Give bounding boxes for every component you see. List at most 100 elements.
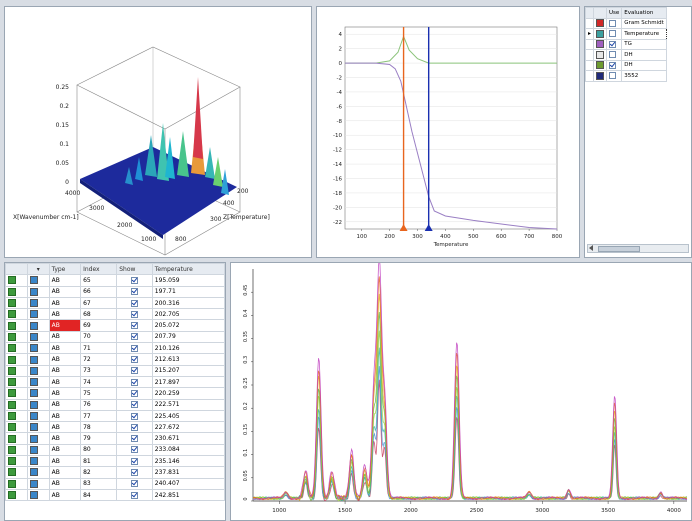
row-checkbox-cell[interactable] (5, 443, 28, 457)
row-show-cell[interactable] (116, 353, 153, 366)
row-show-cell[interactable] (116, 409, 153, 423)
scroll-thumb[interactable] (598, 246, 640, 252)
use-checkbox[interactable] (609, 40, 617, 48)
show-checkbox[interactable] (130, 367, 138, 375)
show-checkbox[interactable] (130, 480, 138, 488)
show-checkbox[interactable] (130, 344, 138, 352)
row-checkbox-cell[interactable] (5, 421, 28, 434)
legend-use-cell[interactable] (606, 70, 623, 82)
row-checkbox[interactable] (8, 378, 16, 387)
legend-row[interactable]: Gram Schmidt (585, 17, 667, 29)
header-index[interactable]: Index (80, 263, 118, 276)
table-row[interactable]: AB 78 227.672 (5, 421, 225, 434)
table-row[interactable]: AB 83 240.407 (5, 477, 225, 490)
table-row[interactable]: AB 71 210.126 (5, 342, 225, 355)
row-show-cell[interactable] (116, 466, 153, 479)
row-checkbox[interactable] (8, 412, 16, 420)
row-checkbox[interactable] (8, 276, 16, 285)
row-show-cell[interactable] (116, 375, 153, 389)
row-checkbox[interactable] (8, 299, 16, 308)
table-row[interactable]: AB 74 217.897 (5, 375, 225, 389)
use-checkbox[interactable] (609, 72, 617, 80)
row-checkbox[interactable] (8, 434, 16, 443)
row-checkbox[interactable] (8, 332, 16, 341)
table-row[interactable]: AB 79 230.671 (5, 432, 225, 445)
use-checkbox[interactable] (609, 19, 617, 27)
legend-use-cell[interactable] (606, 28, 623, 40)
legend-use-cell[interactable] (606, 38, 623, 50)
row-show-cell[interactable] (116, 330, 153, 344)
row-checkbox-cell[interactable] (5, 375, 28, 389)
spectrum-overlay-pane[interactable]: 0.45 0.4 0.35 0.3 0.25 0.2 0.15 0.1 0.05 0 1000 150… (230, 262, 692, 521)
row-checkbox-cell[interactable] (5, 477, 28, 490)
row-show-cell[interactable] (116, 387, 153, 400)
row-checkbox[interactable] (8, 457, 16, 466)
row-checkbox-cell[interactable] (5, 488, 28, 502)
show-checkbox[interactable] (130, 423, 138, 431)
show-checkbox[interactable] (130, 389, 138, 397)
table-row[interactable]: AB 76 222.571 (5, 398, 225, 411)
row-checkbox-cell[interactable] (5, 432, 28, 445)
header-type[interactable]: Type (48, 263, 82, 276)
temperature-line-chart[interactable]: 4 2 0 -2 -4 -6 -8 -10 -12 -14 -16 -18 -20 -22 100 200 30… (317, 7, 579, 257)
row-checkbox[interactable] (8, 445, 16, 454)
table-row[interactable]: AB 67 200.316 (5, 296, 225, 310)
table-row[interactable]: AB 77 225.405 (5, 409, 225, 423)
row-checkbox[interactable] (8, 389, 16, 398)
row-checkbox-cell[interactable] (5, 319, 28, 332)
row-show-cell[interactable] (116, 319, 153, 332)
surface-3d-pane[interactable]: 0.25 0.2 0.15 0.1 0.05 0 4000 3000 2000 … (4, 6, 312, 258)
row-show-cell[interactable] (116, 443, 153, 457)
row-checkbox[interactable] (8, 344, 16, 353)
row-checkbox[interactable] (8, 355, 16, 364)
table-row[interactable]: AB 81 235.146 (5, 455, 225, 468)
header-temperature[interactable]: Temperature (151, 263, 225, 276)
row-show-cell[interactable] (116, 398, 153, 411)
spectra-table-pane[interactable]: ▾ Type Index Show Temperature AB 65 195.05… (4, 262, 226, 521)
table-row[interactable]: AB 82 237.831 (5, 466, 225, 479)
legend-use-cell[interactable] (606, 59, 623, 71)
row-checkbox-cell[interactable] (5, 409, 28, 423)
show-checkbox[interactable] (130, 356, 138, 364)
evaluation-legend-pane[interactable]: Use Evaluation Gram Schmidt ▸ Temperature T… (584, 6, 692, 258)
row-checkbox[interactable] (8, 310, 16, 319)
use-checkbox[interactable] (609, 51, 617, 59)
row-checkbox[interactable] (8, 287, 16, 296)
table-row[interactable]: AB 72 212.613 (5, 353, 225, 366)
table-row[interactable]: AB 65 195.059 (5, 274, 225, 287)
legend-use-cell[interactable] (606, 49, 623, 61)
row-checkbox-cell[interactable] (5, 274, 28, 287)
legend-row[interactable]: DH (585, 49, 667, 61)
show-checkbox[interactable] (130, 322, 138, 330)
row-checkbox[interactable] (8, 400, 16, 409)
table-row[interactable]: AB 73 215.207 (5, 364, 225, 377)
show-checkbox[interactable] (130, 378, 138, 386)
show-checkbox[interactable] (130, 333, 138, 341)
row-checkbox-cell[interactable] (5, 296, 28, 310)
row-show-cell[interactable] (116, 488, 153, 502)
show-checkbox[interactable] (130, 401, 138, 409)
row-checkbox[interactable] (8, 366, 16, 375)
header-show[interactable]: Show (116, 263, 153, 276)
use-checkbox[interactable] (609, 30, 617, 38)
use-checkbox[interactable] (609, 61, 617, 69)
show-checkbox[interactable] (130, 310, 138, 318)
legend-row[interactable]: TG (585, 38, 667, 50)
row-show-cell[interactable] (116, 477, 153, 490)
row-checkbox-cell[interactable] (5, 364, 28, 377)
temperature-chart-pane[interactable]: 4 2 0 -2 -4 -6 -8 -10 -12 -14 -16 -18 -20 -22 100 200 30… (316, 6, 580, 258)
show-checkbox[interactable] (130, 491, 138, 499)
row-checkbox[interactable] (8, 479, 16, 488)
row-checkbox-cell[interactable] (5, 353, 28, 366)
scroll-left-arrow[interactable] (589, 245, 593, 251)
row-checkbox[interactable] (8, 321, 16, 330)
show-checkbox[interactable] (130, 276, 138, 284)
row-checkbox-cell[interactable] (5, 285, 28, 298)
row-checkbox-cell[interactable] (5, 466, 28, 479)
row-checkbox-cell[interactable] (5, 398, 28, 411)
marker-handle-1[interactable] (424, 224, 433, 231)
row-show-cell[interactable] (116, 455, 153, 468)
row-show-cell[interactable] (116, 285, 153, 298)
legend-use-cell[interactable] (606, 17, 623, 29)
row-checkbox-cell[interactable] (5, 308, 28, 321)
